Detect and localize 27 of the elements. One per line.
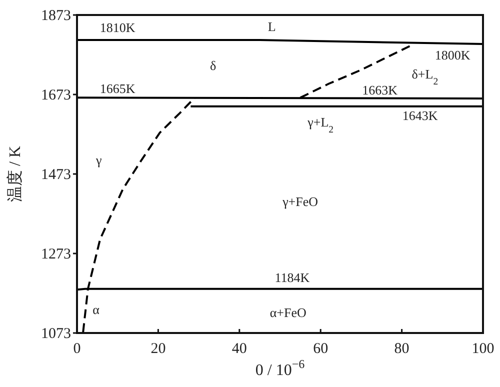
x-tick-label: 100	[472, 341, 494, 357]
annotation: 1643K	[402, 108, 438, 123]
annotation: γ	[95, 152, 102, 168]
x-tick-label: 80	[394, 341, 410, 357]
annotation: 1663K	[362, 82, 398, 98]
annotation: 1184K	[274, 270, 310, 286]
y-tick-label: 1273	[41, 246, 71, 262]
x-axis-title: 0 / 10$^{−6}$	[255, 357, 305, 379]
y-axis-title: 温度 / K	[6, 146, 24, 202]
annotation: α+FeO	[270, 305, 306, 320]
annotation: γ+FeO	[282, 194, 318, 209]
x-tick-label: 20	[150, 341, 166, 357]
y-tick-label: 1473	[41, 167, 71, 183]
annotation: α	[92, 302, 100, 317]
annotation: δ+L$_{2}$	[412, 66, 438, 88]
x-tick-label: 0	[73, 341, 81, 357]
y-tick-label: 1073	[41, 326, 71, 342]
y-tick-label: 1873	[41, 8, 71, 24]
annotation: 1800K	[434, 48, 471, 63]
annotation: δ	[210, 58, 216, 74]
x-tick-label: 60	[313, 341, 328, 357]
annotation: L	[268, 18, 276, 34]
annotation: 1665K	[100, 80, 136, 96]
annotation: γ+L$_{2}$	[306, 114, 334, 135]
x-tick-label: 40	[232, 341, 247, 357]
annotation: 1810K	[100, 20, 136, 35]
y-tick-label: 1673	[41, 88, 71, 104]
